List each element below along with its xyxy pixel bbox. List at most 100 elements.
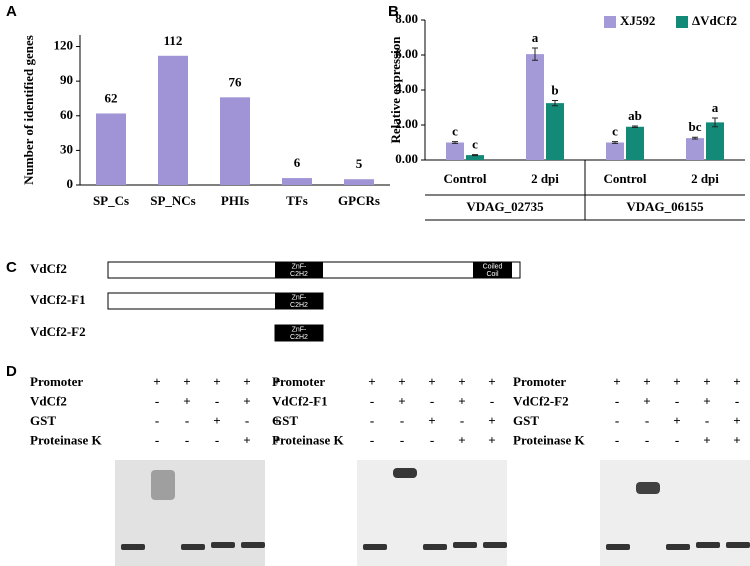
significance-letter: a <box>532 30 539 45</box>
bar <box>626 126 644 160</box>
x-tick-label: PHIs <box>221 193 249 208</box>
cell: + <box>243 374 250 389</box>
cell: + <box>643 374 650 389</box>
cell: + <box>273 432 280 447</box>
gel <box>115 460 265 566</box>
cell: - <box>705 413 709 428</box>
cell: - <box>615 393 619 408</box>
cell: + <box>733 413 740 428</box>
cell: + <box>733 374 740 389</box>
row-label: GST <box>30 413 56 428</box>
panel-label: B <box>388 3 399 20</box>
cell: - <box>155 393 159 408</box>
value-label: 6 <box>294 155 301 170</box>
y-tick-label: 0 <box>67 176 74 191</box>
cell: + <box>673 413 680 428</box>
x-tick-label: SP_Cs <box>93 193 129 208</box>
domain-label: C2H2 <box>290 302 308 309</box>
cell: - <box>185 432 189 447</box>
x-tick-label: Control <box>443 171 486 186</box>
domain-label: Coil <box>486 271 499 278</box>
cell: - <box>155 413 159 428</box>
significance-letter: ab <box>628 108 642 123</box>
y-tick-label: 30 <box>60 141 73 156</box>
cell: + <box>243 393 250 408</box>
cell: - <box>430 432 434 447</box>
significance-letter: a <box>712 100 719 115</box>
row-label: Promoter <box>513 374 566 389</box>
bar <box>546 103 564 160</box>
cell: + <box>368 374 375 389</box>
x-tick-label: SP_NCs <box>150 193 196 208</box>
error-bar <box>552 100 558 107</box>
cell: + <box>488 413 495 428</box>
free-band <box>483 542 507 548</box>
cell: + <box>458 432 465 447</box>
cell: + <box>488 432 495 447</box>
error-bar <box>612 141 618 144</box>
domain-label: ZnF- <box>292 294 307 301</box>
gel <box>600 460 750 566</box>
cell: + <box>488 374 495 389</box>
error-bar <box>692 136 698 140</box>
cell: + <box>153 374 160 389</box>
row-label: GST <box>513 413 539 428</box>
bar <box>466 155 484 160</box>
domain-label: Coiled <box>483 263 503 270</box>
y-tick-label: 6.00 <box>395 46 418 61</box>
cell: - <box>645 413 649 428</box>
y-tick-label: 4.00 <box>395 81 418 96</box>
legend-swatch <box>604 16 616 28</box>
y-tick-label: 120 <box>54 38 74 53</box>
panel-label: D <box>6 363 17 380</box>
cell: + <box>703 432 710 447</box>
cell: + <box>428 374 435 389</box>
free-band <box>453 542 477 548</box>
bar <box>158 55 188 186</box>
bar <box>96 113 126 185</box>
significance-letter: c <box>612 124 618 139</box>
cell: - <box>735 393 739 408</box>
cell: - <box>245 413 249 428</box>
x-tick-label: Control <box>603 171 646 186</box>
y-axis-label: Number of identified genes <box>21 35 36 185</box>
significance-letter: c <box>452 124 458 139</box>
row-label: VdCf2-F1 <box>272 393 328 408</box>
free-band <box>363 544 387 550</box>
cell: + <box>398 393 405 408</box>
cell: - <box>675 432 679 447</box>
cell: - <box>215 432 219 447</box>
significance-letter: c <box>472 137 478 152</box>
domain <box>275 262 323 278</box>
cell: - <box>215 393 219 408</box>
cell: + <box>428 413 435 428</box>
error-bar <box>532 47 538 61</box>
value-label: 5 <box>356 156 363 171</box>
row-label: GST <box>272 413 298 428</box>
cell: + <box>703 374 710 389</box>
free-band <box>121 544 145 550</box>
bar <box>526 54 544 160</box>
domain <box>275 293 323 309</box>
row-label: Proteinase K <box>272 432 344 447</box>
cell: + <box>613 374 620 389</box>
value-label: 76 <box>229 74 243 89</box>
cell: + <box>183 393 190 408</box>
y-tick-label: 90 <box>60 72 73 87</box>
cell: - <box>615 413 619 428</box>
cell: - <box>370 432 374 447</box>
domain <box>275 325 323 341</box>
free-band <box>696 542 720 548</box>
cell: + <box>733 432 740 447</box>
bar <box>606 142 624 160</box>
cell: - <box>370 413 374 428</box>
cell: + <box>273 413 280 428</box>
cell: - <box>400 413 404 428</box>
cell: + <box>243 432 250 447</box>
x-tick-label: 2 dpi <box>691 171 719 186</box>
bar <box>446 142 464 160</box>
cell: + <box>398 374 405 389</box>
group-label: VDAG_02735 <box>466 199 544 214</box>
cell: - <box>185 413 189 428</box>
x-tick-label: GPCRs <box>338 193 380 208</box>
